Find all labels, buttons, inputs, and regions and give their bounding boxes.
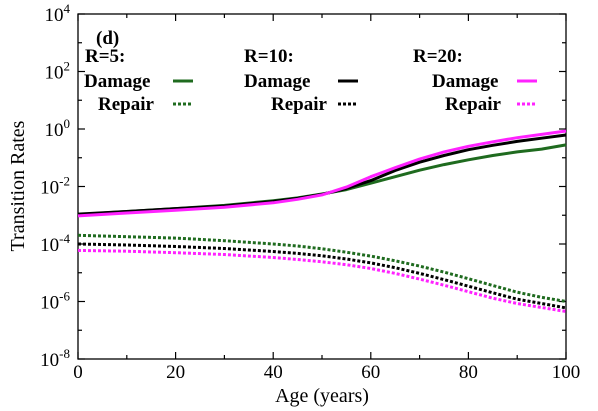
series-line-10-damage xyxy=(77,133,567,216)
plot-area-frame xyxy=(77,13,567,360)
x-tick-label: 100 xyxy=(552,362,581,383)
y-tick-label: 100 xyxy=(45,116,71,141)
series-lines xyxy=(77,129,567,313)
series-line-20-repair xyxy=(77,248,567,313)
x-axis-title: Age (years) xyxy=(275,385,369,407)
series-line-10-repair xyxy=(77,242,567,310)
y-tick-label: 102 xyxy=(45,59,71,84)
legend-damage-label: Damage xyxy=(432,71,498,92)
legend-damage-label: Damage xyxy=(244,71,310,92)
legend: R=5:DamageRepairR=10:DamageRepairR=20:Da… xyxy=(84,46,537,115)
legend-group-title: R=10: xyxy=(244,46,294,67)
x-tick-label: 20 xyxy=(166,362,185,383)
legend-repair-label: Repair xyxy=(445,94,502,115)
x-tick-label: 0 xyxy=(73,362,83,383)
y-tick-label: 104 xyxy=(45,1,71,26)
y-tick-label: 10-6 xyxy=(40,289,70,314)
y-axis-title: Transition Rates xyxy=(7,120,29,251)
x-tick-labels: 0 20 40 60 80 100 xyxy=(73,362,580,383)
legend-group-title: R=5: xyxy=(85,46,125,67)
y-tick-label: 10-2 xyxy=(40,174,70,199)
y-tick-label: 10-8 xyxy=(40,346,70,371)
series-line-5-repair xyxy=(77,233,567,303)
legend-damage-label: Damage xyxy=(84,71,150,92)
axis-ticks xyxy=(77,13,567,360)
x-tick-label: 60 xyxy=(361,362,380,383)
legend-repair-label: Repair xyxy=(271,94,328,115)
series-line-5-damage xyxy=(77,143,567,217)
x-tick-label: 40 xyxy=(264,362,283,383)
legend-repair-label: Repair xyxy=(98,94,155,115)
x-tick-label: 80 xyxy=(459,362,478,383)
y-tick-label: 10-4 xyxy=(40,231,70,256)
y-tick-labels: 10-8 10-6 10-4 10-2 100 102 104 xyxy=(40,1,70,371)
series-line-20-damage xyxy=(77,129,567,218)
panel-label: (d) xyxy=(96,28,119,49)
legend-group-title: R=20: xyxy=(413,46,463,67)
